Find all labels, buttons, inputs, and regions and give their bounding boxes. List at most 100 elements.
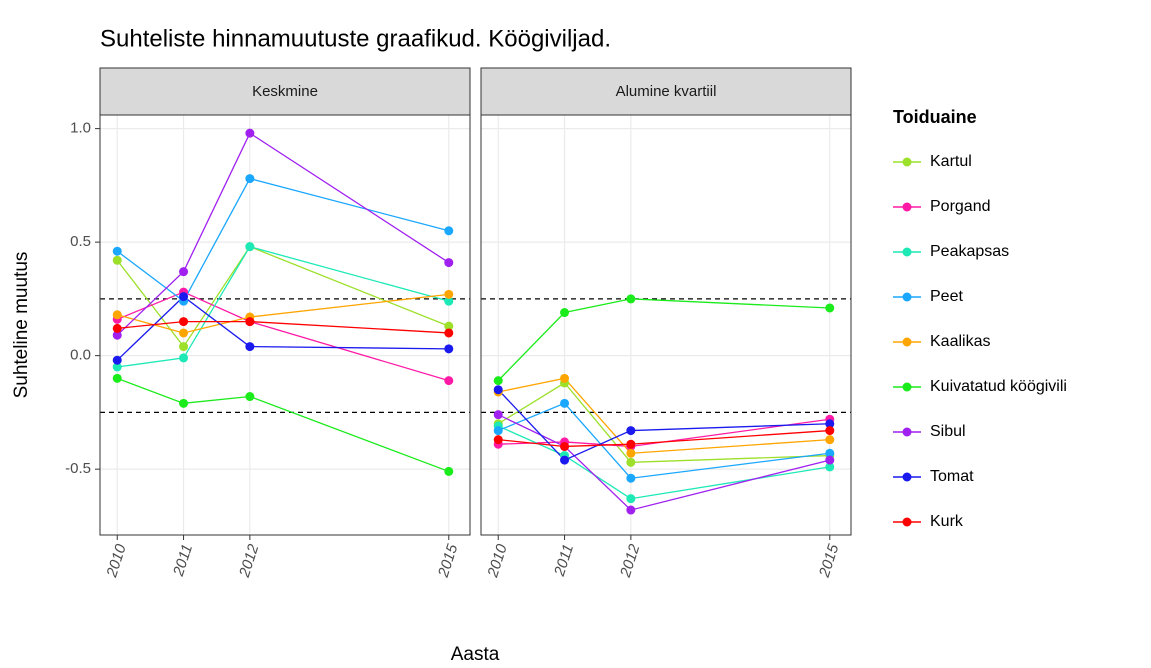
point: [560, 398, 570, 408]
point: [626, 294, 636, 304]
point: [825, 435, 835, 445]
point: [444, 258, 454, 268]
legend-key: [902, 337, 912, 347]
y-axis-label: Suhteline muutus: [11, 252, 32, 399]
point: [626, 505, 636, 515]
x-tick-label: 2015: [435, 542, 462, 581]
x-axis-label: Aasta: [451, 644, 500, 665]
point: [560, 308, 570, 318]
y-tick-label: 1.0: [70, 120, 91, 137]
point: [825, 303, 835, 313]
point: [444, 296, 454, 306]
legend-key: [902, 247, 912, 257]
legend-label: Sibul: [930, 423, 966, 440]
legend-key: [902, 382, 912, 392]
point: [245, 342, 255, 352]
point: [112, 323, 122, 333]
legend-key: [902, 517, 912, 527]
legend-label: Peakapsas: [930, 243, 1009, 260]
strip: [480, 67, 852, 116]
point: [179, 292, 189, 302]
series-line: [117, 377, 450, 473]
legend-label: Kuivatatud köögivili: [930, 378, 1067, 395]
point: [444, 226, 454, 236]
chart-title: Suhteliste hinnamuutuste graafikud. Köög…: [100, 25, 611, 52]
x-tick-label: 2015: [816, 542, 843, 581]
point: [179, 398, 189, 408]
point: [493, 435, 503, 445]
series-line: [117, 320, 449, 334]
legend-key: [902, 427, 912, 437]
point: [245, 174, 255, 184]
point: [112, 362, 122, 372]
panel: [100, 115, 470, 535]
point: [493, 426, 503, 436]
x-tick-label: 2012: [236, 542, 263, 581]
x-tick-label: 2010: [484, 542, 511, 581]
panel: [481, 115, 851, 535]
point: [112, 330, 122, 340]
point: [112, 355, 122, 365]
point: [112, 255, 122, 265]
point: [626, 494, 636, 504]
point: [560, 441, 570, 451]
point: [626, 473, 636, 483]
y-tick-label: -0.5: [65, 460, 91, 477]
point: [245, 317, 255, 327]
legend-label: Porgand: [930, 198, 991, 215]
point: [560, 373, 570, 383]
facet-label: Alumine kvartiil: [616, 83, 717, 100]
legend-label: Kaalikas: [930, 333, 990, 350]
legend-label: Tomat: [930, 468, 974, 485]
point: [179, 267, 189, 277]
series-line: [498, 429, 830, 448]
x-tick-label: 2012: [617, 542, 644, 581]
x-tick-label: 2011: [551, 542, 577, 579]
panel-border: [99, 114, 471, 536]
point: [493, 410, 503, 420]
facet-label: Keskmine: [252, 83, 318, 100]
point: [825, 419, 835, 429]
legend-title: Toiduaine: [893, 107, 977, 127]
point: [112, 310, 122, 320]
series-line: [497, 298, 830, 382]
series-line: [117, 293, 449, 334]
legend-key: [902, 472, 912, 482]
panel-border: [480, 114, 852, 536]
point: [245, 128, 255, 138]
point: [179, 317, 189, 327]
point: [825, 462, 835, 472]
point: [179, 342, 189, 352]
legend-key: [902, 157, 912, 167]
point: [112, 373, 122, 383]
point: [493, 376, 503, 386]
x-tick-label: 2011: [170, 542, 196, 579]
series-line: [116, 177, 449, 303]
point: [825, 455, 835, 465]
point: [444, 466, 454, 476]
point: [825, 426, 835, 436]
point: [626, 439, 636, 449]
series-line: [497, 402, 830, 479]
y-tick-label: 0.0: [70, 347, 91, 364]
series-line: [116, 132, 450, 336]
point: [444, 344, 454, 354]
series-line: [498, 377, 830, 454]
point: [444, 328, 454, 338]
point: [245, 392, 255, 402]
point: [825, 448, 835, 458]
point: [112, 246, 122, 256]
point: [444, 321, 454, 331]
legend-label: Kartul: [930, 153, 972, 170]
point: [245, 242, 255, 252]
y-tick-label: 0.5: [70, 233, 91, 250]
point: [626, 457, 636, 467]
point: [626, 426, 636, 436]
point: [179, 353, 189, 363]
point: [444, 376, 454, 386]
point: [560, 455, 570, 465]
legend-key: [902, 202, 912, 212]
point: [444, 289, 454, 299]
legend-label: Peet: [930, 288, 963, 305]
